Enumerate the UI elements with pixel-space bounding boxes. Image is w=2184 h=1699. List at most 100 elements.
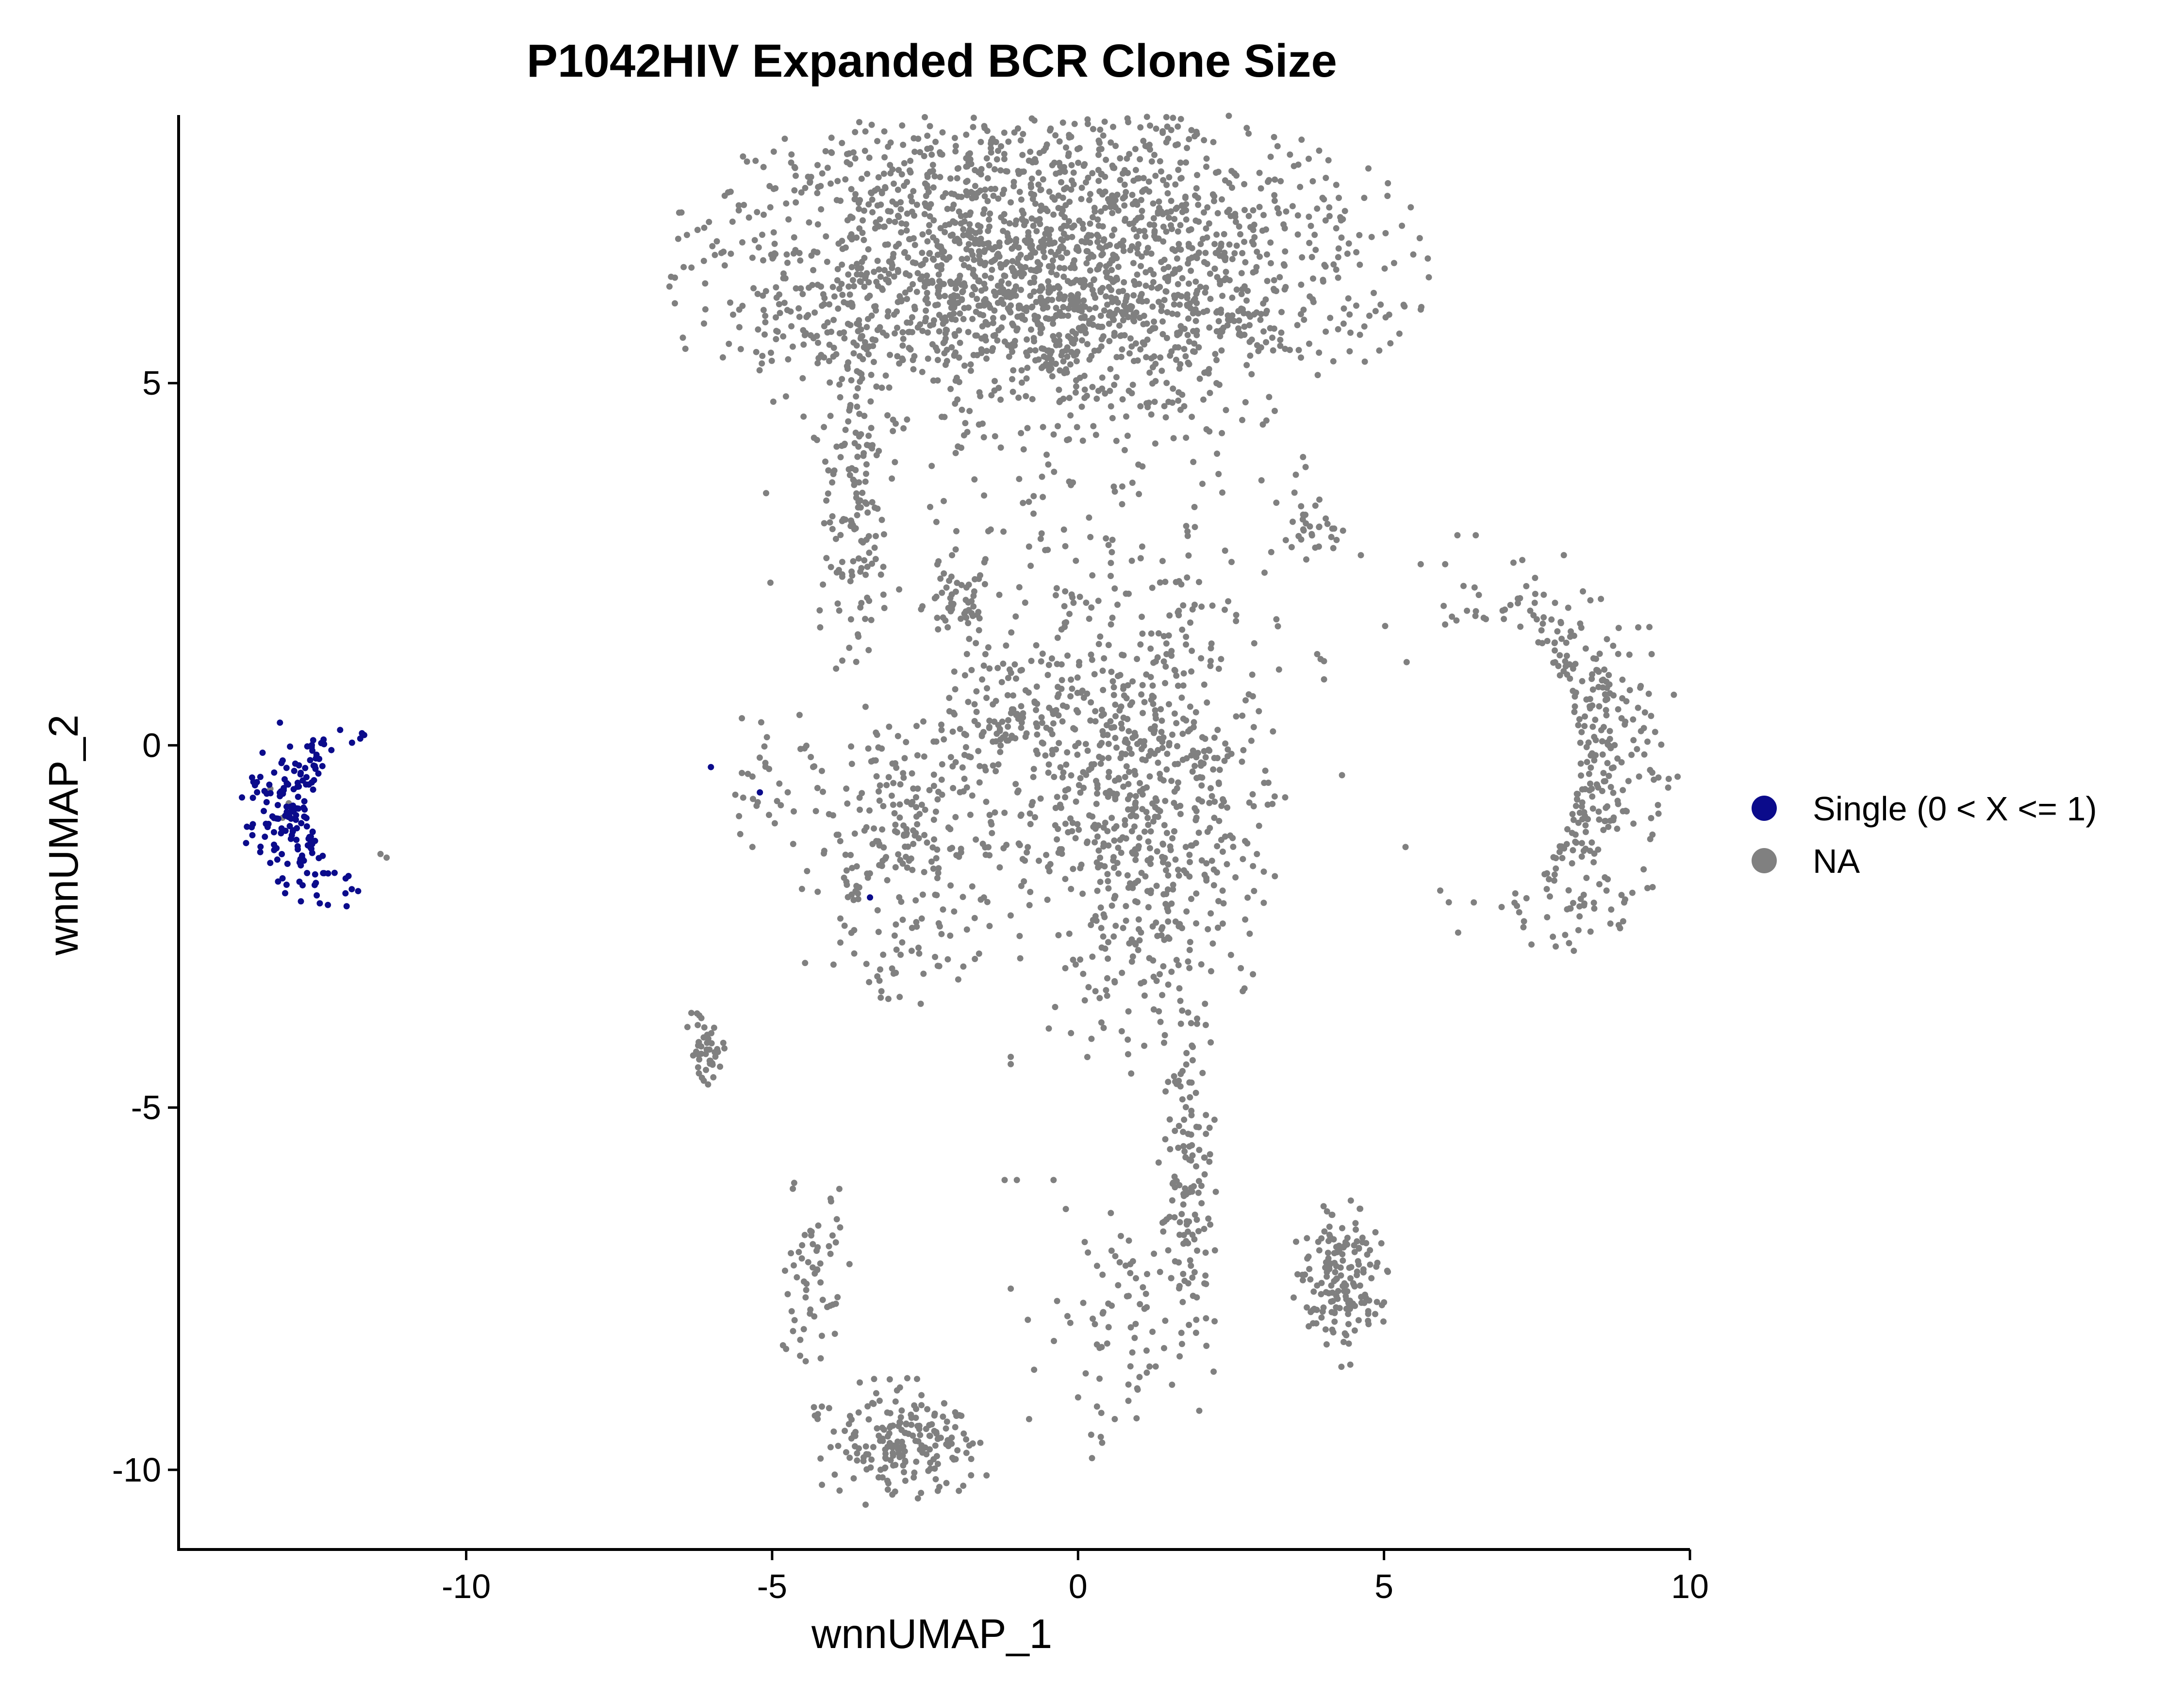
scatter-point (927, 213, 933, 220)
scatter-point (770, 399, 777, 405)
scatter-point (1223, 268, 1229, 275)
scatter-point (851, 196, 858, 202)
scatter-point (924, 171, 931, 178)
scatter-point (1091, 761, 1097, 767)
scatter-point (1337, 1264, 1344, 1271)
scatter-point (761, 743, 768, 750)
scatter-point (994, 665, 1001, 671)
scatter-point (1144, 336, 1151, 343)
scatter-point (914, 785, 921, 792)
scatter-point (1201, 1154, 1208, 1161)
scatter-point (1590, 859, 1597, 866)
scatter-point (1065, 333, 1072, 340)
scatter-point (891, 180, 897, 187)
scatter-point (348, 739, 355, 746)
scatter-point (1125, 781, 1132, 787)
scatter-point (739, 239, 745, 246)
scatter-point (1048, 348, 1055, 355)
scatter-point (1138, 869, 1145, 876)
scatter-point (837, 198, 844, 204)
scatter-point (854, 385, 861, 392)
scatter-point (1084, 120, 1091, 127)
scatter-point (843, 1449, 849, 1456)
scatter-point (712, 1053, 719, 1060)
scatter-point (1161, 1039, 1167, 1046)
scatter-point (729, 218, 736, 225)
scatter-point (802, 1294, 809, 1301)
scatter-point (824, 258, 830, 265)
scatter-point (921, 211, 928, 217)
scatter-point (1066, 132, 1073, 138)
scatter-point (900, 1443, 907, 1450)
scatter-point (1142, 757, 1149, 764)
scatter-point (839, 657, 845, 664)
scatter-point (1119, 969, 1125, 976)
scatter-point (1150, 973, 1157, 980)
scatter-point (976, 627, 982, 633)
scatter-point (1321, 676, 1327, 683)
scatter-point (1299, 254, 1306, 261)
scatter-point (1088, 1432, 1094, 1438)
scatter-point (1241, 238, 1248, 245)
scatter-point (850, 897, 857, 903)
scatter-point (1602, 778, 1608, 784)
scatter-point (845, 283, 852, 290)
scatter-point (1610, 817, 1617, 824)
scatter-point (1144, 245, 1151, 251)
scatter-point (1264, 801, 1271, 808)
scatter-point (1092, 988, 1099, 995)
scatter-point (1380, 1318, 1387, 1325)
scatter-point (1167, 847, 1174, 853)
scatter-point (1216, 278, 1223, 284)
scatter-point (1026, 902, 1033, 909)
scatter-point (1263, 308, 1270, 314)
scatter-point (862, 1501, 869, 1508)
scatter-point (943, 317, 949, 324)
scatter-point (896, 586, 903, 593)
scatter-point (1062, 347, 1069, 354)
scatter-point (1233, 713, 1240, 720)
scatter-point (910, 281, 916, 287)
scatter-point (1207, 1151, 1213, 1158)
scatter-point (1094, 781, 1101, 788)
scatter-point (1193, 185, 1200, 192)
scatter-point (1112, 734, 1119, 741)
scatter-point (1214, 924, 1221, 931)
scatter-point (1174, 311, 1181, 318)
scatter-point (1137, 124, 1144, 131)
scatter-point (1152, 172, 1159, 179)
scatter-point (1314, 205, 1321, 212)
scatter-point (791, 164, 798, 170)
scatter-point (1239, 286, 1246, 293)
scatter-point (1276, 274, 1283, 281)
scatter-point (1189, 768, 1196, 775)
scatter-point (1070, 301, 1077, 308)
scatter-point (1233, 612, 1240, 618)
scatter-point (1218, 802, 1225, 809)
scatter-point (965, 241, 972, 248)
scatter-point (1106, 320, 1112, 327)
scatter-point (990, 738, 996, 745)
scatter-point (997, 396, 1004, 403)
scatter-point (1480, 615, 1487, 621)
scatter-point (828, 150, 835, 156)
scatter-point (757, 789, 763, 796)
scatter-point (1081, 386, 1088, 393)
scatter-point (713, 238, 720, 245)
scatter-point (826, 1405, 832, 1412)
scatter-point (1042, 231, 1049, 237)
scatter-point (1057, 367, 1063, 374)
scatter-point (1278, 329, 1285, 336)
scatter-point (1304, 1304, 1310, 1311)
scatter-point (1179, 731, 1186, 737)
scatter-point (703, 1066, 710, 1073)
scatter-point (946, 708, 953, 715)
scatter-point (1136, 298, 1142, 304)
scatter-point (1173, 356, 1179, 363)
scatter-point (1215, 168, 1222, 175)
scatter-point (874, 327, 881, 333)
scatter-point (1246, 799, 1253, 806)
scatter-point (954, 278, 960, 284)
scatter-point (1552, 600, 1558, 606)
scatter-point (930, 783, 937, 789)
